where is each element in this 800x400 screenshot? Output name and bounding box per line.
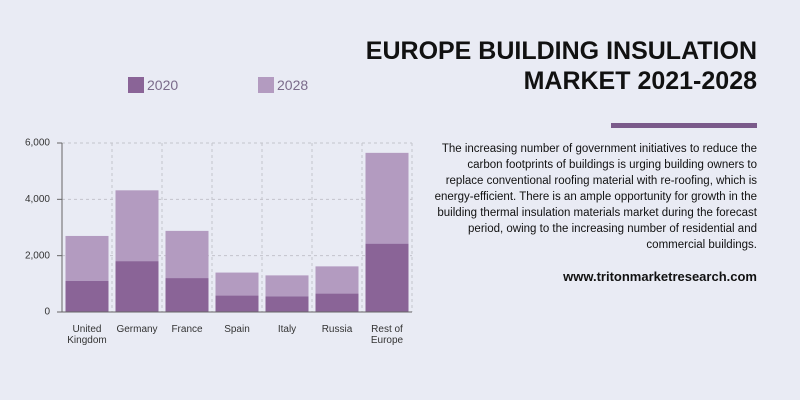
title: EUROPE BUILDING INSULATION MARKET 2021-2… [365, 37, 757, 95]
legend-swatch [258, 77, 274, 93]
x-tick-label: United Kingdom [67, 324, 107, 346]
bar [165, 278, 209, 312]
x-tick-label: Germany [116, 324, 158, 335]
bar [365, 243, 409, 312]
y-tick-label: 6,000 [25, 138, 50, 149]
legend-label: 2020 [147, 77, 179, 93]
x-tick-label: Rest of Europe [370, 324, 404, 346]
bar [65, 281, 109, 312]
x-tick-label: Spain [224, 324, 250, 335]
y-tick-label: 2,000 [25, 250, 50, 261]
divider [611, 123, 757, 128]
bar [215, 295, 259, 312]
x-tick-label: Italy [277, 324, 297, 335]
website: www.tritonmarketresearch.com [563, 269, 757, 284]
bar [265, 296, 309, 312]
bar [115, 261, 159, 312]
description: The increasing number of government init… [434, 143, 757, 251]
legend-label: 2028 [277, 77, 309, 93]
legend-swatch [128, 77, 144, 93]
y-tick-label: 4,000 [25, 194, 50, 205]
y-tick-label: 0 [44, 307, 50, 318]
bar [315, 293, 359, 312]
x-tick-label: France [171, 324, 203, 335]
x-tick-label: Russia [321, 324, 353, 335]
